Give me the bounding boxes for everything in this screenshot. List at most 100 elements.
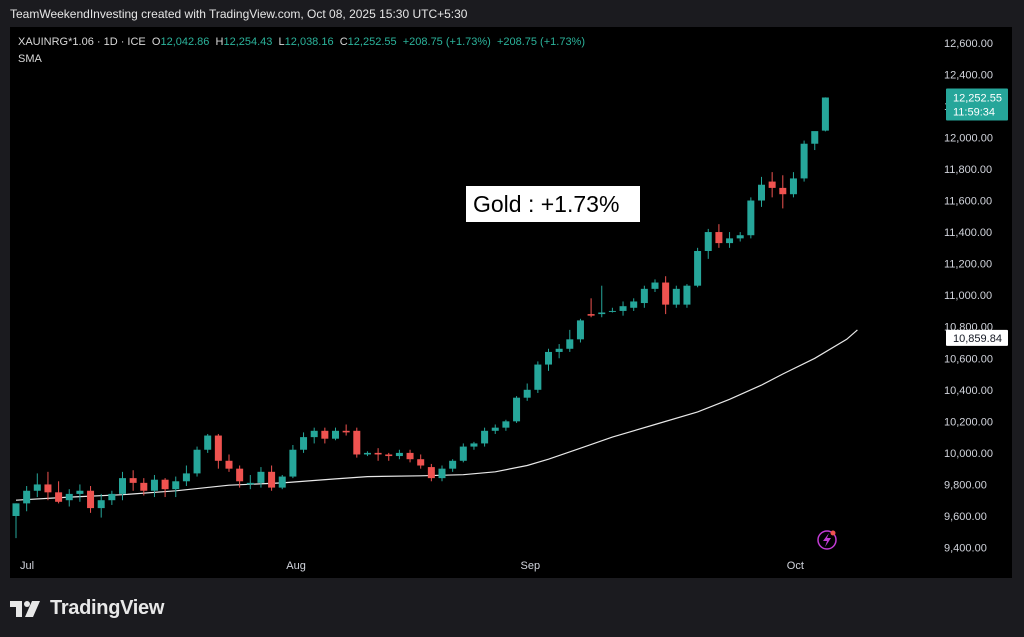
- candle-body: [236, 468, 244, 482]
- legend-low: 12,038.16: [284, 36, 334, 48]
- lightning-icon-dot: [830, 530, 836, 536]
- candle: [214, 433, 222, 469]
- x-tick-label: Aug: [286, 560, 306, 572]
- candle: [438, 465, 446, 482]
- candle-body: [640, 288, 648, 304]
- candle-body: [715, 232, 723, 244]
- candle-body: [214, 435, 222, 461]
- legend-change: +208.75 (+1.73%): [402, 36, 491, 48]
- candle-body: [257, 471, 265, 483]
- indicator-legend-sma[interactable]: SMA: [18, 53, 42, 65]
- candle: [534, 361, 542, 393]
- candle-body: [662, 282, 670, 305]
- candle: [704, 228, 712, 259]
- chart-panel[interactable]: 12,600.0012,400.0012,200.0012,000.0011,8…: [10, 27, 1012, 578]
- candle-body: [779, 187, 787, 195]
- lightning-icon-bolt: [823, 533, 831, 547]
- candle: [12, 503, 20, 539]
- candle: [821, 97, 829, 132]
- y-tick-label: 10,600.00: [944, 353, 993, 365]
- candle-body: [427, 467, 435, 479]
- candle: [555, 344, 563, 359]
- candle-body: [481, 430, 489, 444]
- candle: [513, 396, 521, 423]
- legend-open: 12,042.86: [160, 36, 210, 48]
- candle: [332, 427, 339, 441]
- candle: [342, 424, 350, 436]
- candle-body: [363, 452, 371, 455]
- candle: [161, 478, 169, 498]
- legend-high-key: H: [215, 36, 224, 48]
- candle: [694, 247, 702, 288]
- candle-body: [747, 200, 755, 236]
- candle-body: [459, 446, 467, 461]
- y-tick-label: 11,400.00: [944, 227, 992, 239]
- candle-body: [726, 238, 734, 244]
- candle-body: [417, 459, 425, 466]
- candle-body: [55, 492, 63, 502]
- candle: [374, 448, 382, 461]
- legend-low-key: L: [278, 36, 285, 48]
- candle-body: [161, 479, 169, 490]
- candle: [481, 427, 489, 447]
- candle: [672, 285, 680, 308]
- lightning-icon-ring: [817, 530, 837, 550]
- candle-body: [76, 490, 84, 494]
- candle-body: [566, 339, 574, 349]
- candle: [523, 383, 531, 401]
- tradingview-logo: TradingView: [10, 597, 164, 620]
- candle: [683, 284, 691, 308]
- candle: [608, 307, 616, 313]
- candle: [491, 424, 499, 434]
- candle: [65, 489, 73, 507]
- legend-close: 12,252.55: [347, 36, 397, 48]
- candle: [150, 474, 158, 498]
- candle-body: [683, 285, 691, 305]
- candle: [97, 493, 105, 518]
- candle-body: [406, 452, 414, 460]
- candle: [23, 486, 31, 512]
- candle-body: [576, 320, 584, 340]
- y-tick-label: 9,400.00: [944, 543, 987, 555]
- candle: [321, 427, 329, 444]
- candle-body: [651, 282, 659, 289]
- candle: [300, 432, 308, 453]
- candle-body: [736, 235, 744, 239]
- candle: [779, 175, 787, 209]
- y-tick-label: 11,600.00: [944, 196, 992, 208]
- candle: [598, 285, 606, 318]
- candle-body: [758, 184, 765, 201]
- candle: [545, 348, 552, 371]
- candle-body: [204, 435, 212, 450]
- candle-body: [598, 312, 606, 315]
- candle-body: [33, 484, 41, 491]
- candle: [193, 446, 201, 477]
- candle-body: [704, 232, 712, 251]
- lightning-icon[interactable]: [817, 530, 837, 550]
- candle: [715, 224, 723, 248]
- candle-body: [395, 452, 403, 457]
- candle-body: [182, 473, 190, 482]
- candle: [789, 172, 797, 198]
- candle-body: [97, 500, 105, 509]
- y-tick-label: 12,600.00: [944, 38, 993, 50]
- candle: [449, 459, 457, 472]
- candle-body: [140, 482, 148, 491]
- candle: [566, 329, 574, 352]
- candle: [129, 470, 137, 491]
- annotation-text: Gold : +1.73%: [473, 191, 619, 217]
- candle-body: [108, 493, 116, 501]
- candle: [172, 476, 180, 498]
- y-tick-label: 9,800.00: [944, 479, 987, 491]
- y-tick-label: 10,000.00: [944, 448, 993, 460]
- legend-open-key: O: [151, 36, 161, 48]
- candle-body: [789, 178, 797, 195]
- candle-body: [821, 97, 829, 131]
- sma-value-badge: 10,859.84: [946, 329, 1008, 346]
- candle: [108, 490, 116, 505]
- candle-body: [23, 490, 31, 504]
- tradingview-logo-text: TradingView: [50, 597, 165, 619]
- candle-body: [438, 468, 446, 479]
- candlestick-chart[interactable]: 12,600.0012,400.0012,200.0012,000.0011,8…: [10, 27, 1012, 578]
- legend-close-key: C: [339, 36, 348, 48]
